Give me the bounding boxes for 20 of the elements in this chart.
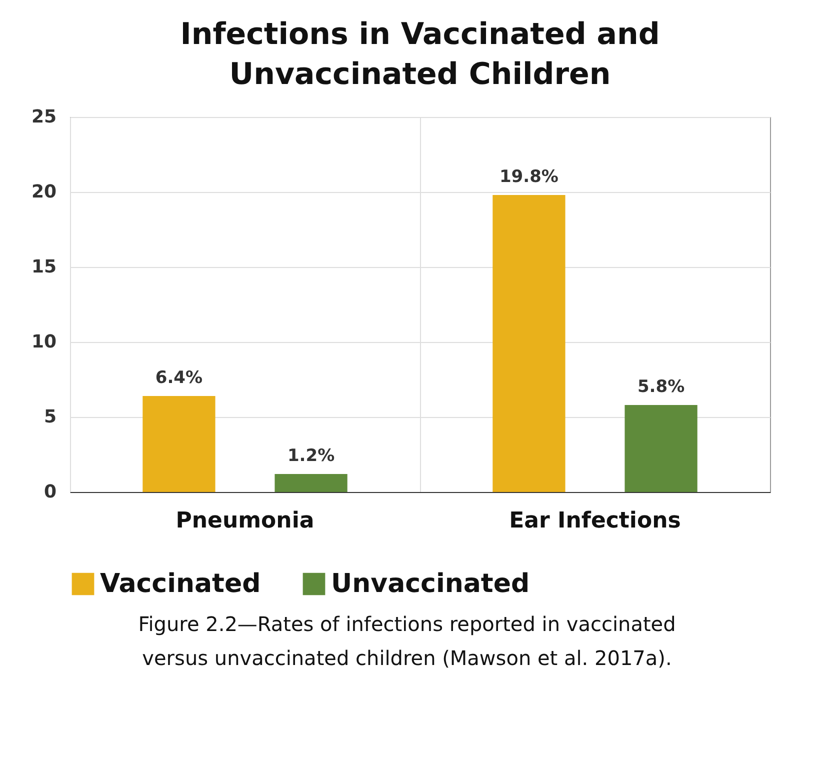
bar [624,405,698,492]
y-tick-label: 25 [31,106,56,128]
chart-title: Infections in Vaccinated and Unvaccinated Children [180,17,660,92]
caption: Figure 2.2—Rates of infections reported in vaccinated versus unvaccinated children (Mawson et al. 2017a). [137,611,677,672]
data-label: 6.4% [155,368,203,388]
data-label: 19.8% [499,167,558,187]
y-tick-label: 15 [31,256,56,278]
legend-label: Unvaccinated [331,569,530,599]
data-label: 1.2% [287,446,335,466]
bar [274,474,348,492]
x-tick-label: Ear Infections [509,508,681,534]
y-tick-label: 10 [31,332,56,352]
legend-label: Vaccinated [100,569,261,599]
y-tick-label: 20 [31,182,56,202]
x-tick-label: Pneumonia [176,508,314,534]
data-label: 5.8% [637,377,685,397]
y-tick-label: 5 [44,406,56,428]
bar [142,396,216,492]
bar [492,195,566,492]
y-tick-label: 0 [44,482,56,502]
